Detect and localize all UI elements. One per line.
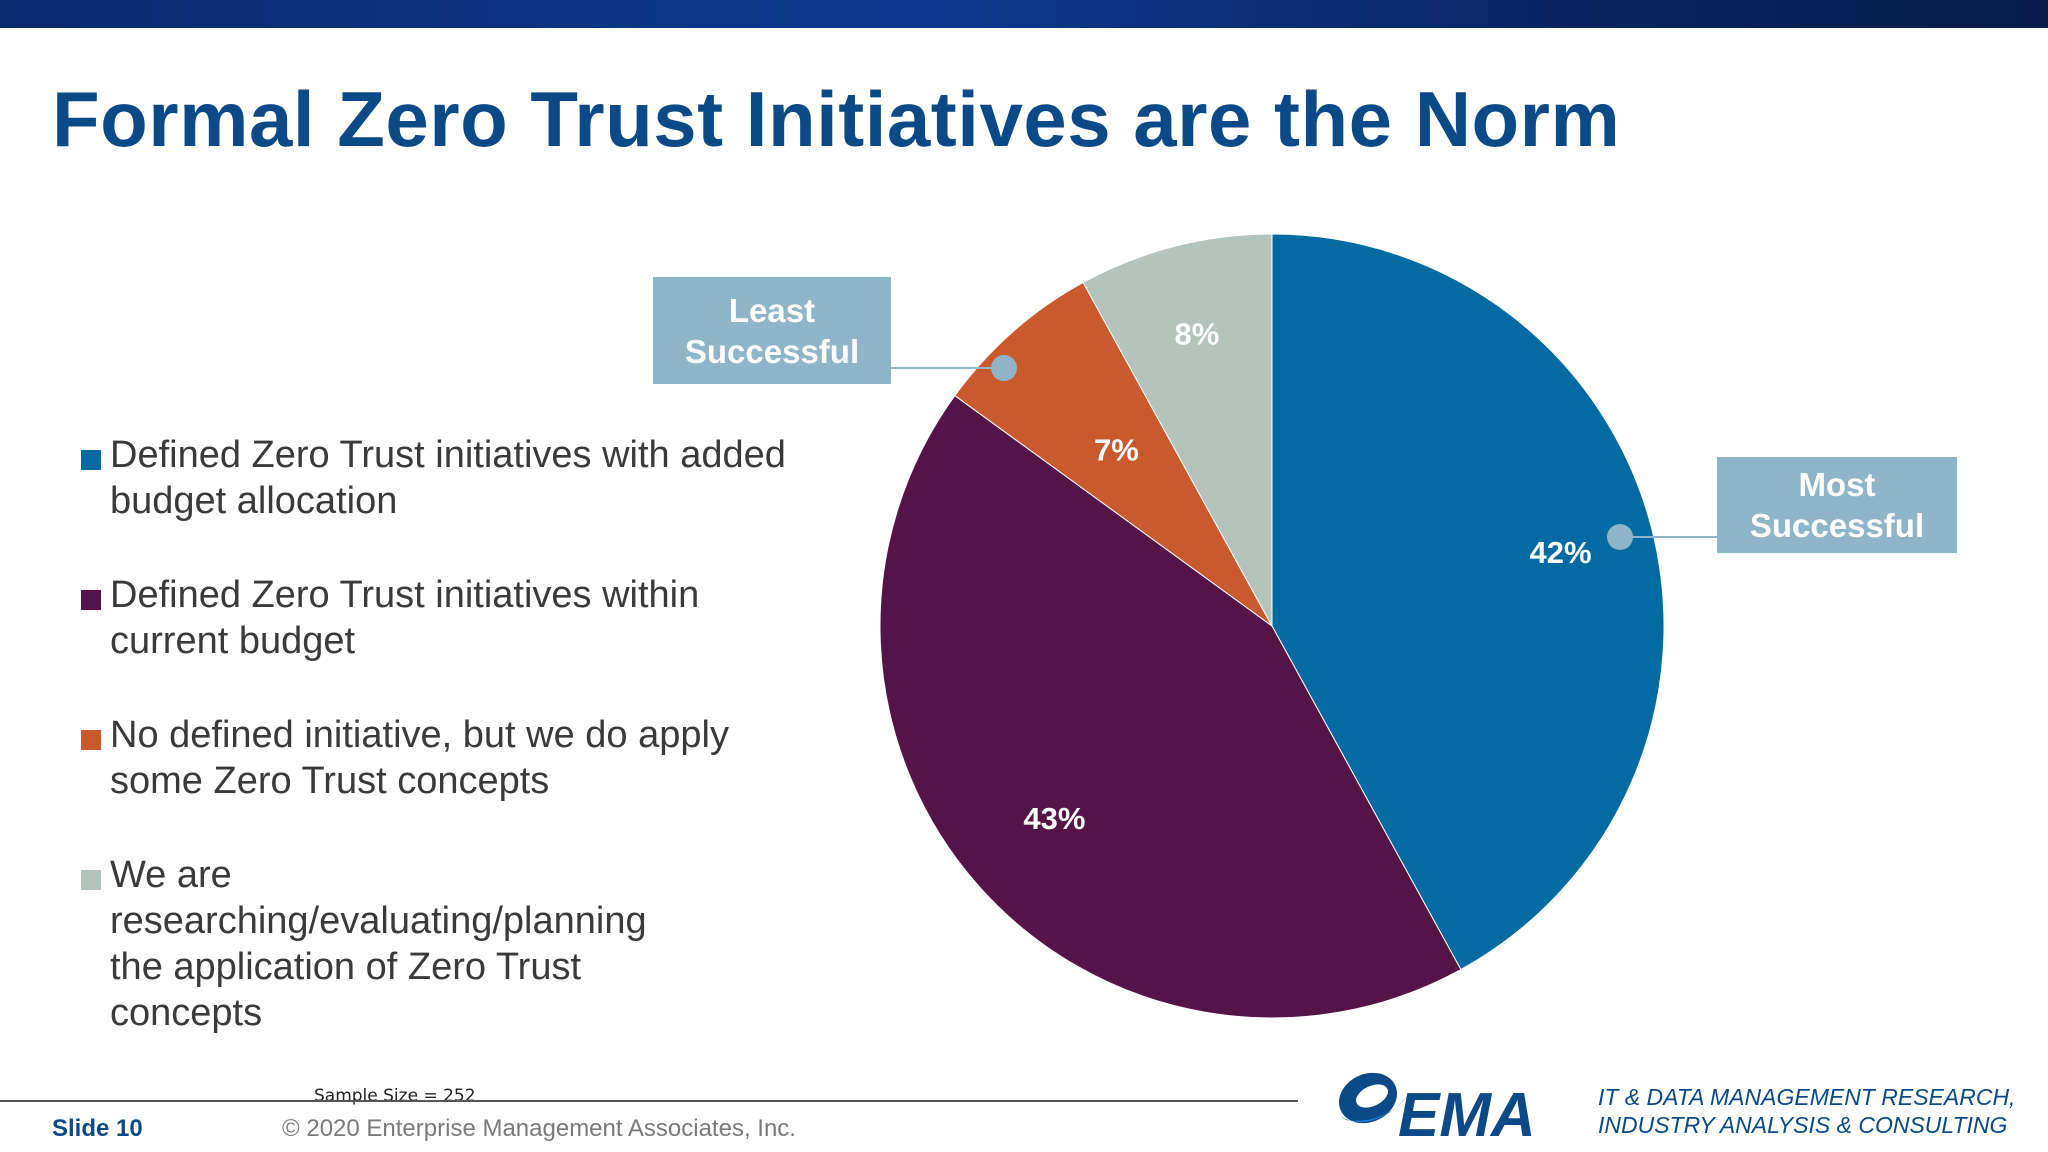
copyright-notice: © 2020 Enterprise Management Associates,… xyxy=(282,1115,796,1142)
legend-swatch xyxy=(81,730,101,750)
legend-label: Defined Zero Trust initiatives within cu… xyxy=(110,574,700,662)
legend-label: No defined initiative, but we do apply s… xyxy=(110,714,729,802)
pie-slice xyxy=(1082,233,1273,627)
legend-label: We are researching/evaluating/planning t… xyxy=(110,854,647,1034)
logo-wordmark: EMA xyxy=(1398,1081,1536,1146)
callout-dot xyxy=(991,355,1017,381)
legend-swatch xyxy=(81,450,101,470)
ema-logo: EMA xyxy=(1338,1072,1536,1146)
company-tagline: IT & DATA MANAGEMENT RESEARCH, INDUSTRY … xyxy=(1598,1083,2015,1139)
slide-title: Formal Zero Trust Initiatives are the No… xyxy=(52,75,1621,163)
footer-divider xyxy=(0,1100,1298,1102)
least-successful-callout: Least Successful xyxy=(653,277,891,384)
tagline-line: INDUSTRY ANALYSIS & CONSULTING xyxy=(1598,1112,2008,1138)
tagline-line: IT & DATA MANAGEMENT RESEARCH, xyxy=(1598,1084,2016,1110)
legend-swatch xyxy=(81,590,101,610)
sample-size-note: Sample Size = 252 xyxy=(314,1086,476,1106)
pie-data-label: 7% xyxy=(1094,433,1139,468)
slide-number: Slide 10 xyxy=(52,1115,143,1142)
top-banner xyxy=(0,0,2048,28)
pie-data-label: 43% xyxy=(1023,801,1085,836)
legend-swatch xyxy=(81,870,101,890)
legend-label: Defined Zero Trust initiatives with adde… xyxy=(110,434,786,522)
most-successful-callout: Most Successful xyxy=(1717,457,1957,553)
pie-data-label: 8% xyxy=(1175,317,1220,352)
ema-swoosh-icon xyxy=(1338,1072,1410,1124)
pie-data-label: 42% xyxy=(1530,535,1592,570)
pie-slice xyxy=(1271,233,1665,971)
pie-slice xyxy=(954,281,1273,627)
pie-slice xyxy=(879,394,1462,1019)
callout-dot xyxy=(1607,524,1633,550)
